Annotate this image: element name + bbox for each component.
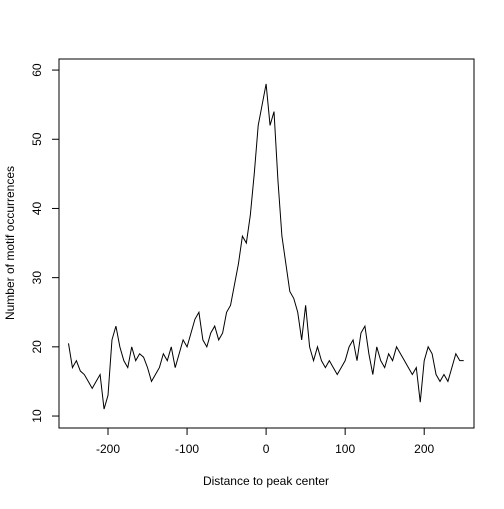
- x-tick-label: 0: [263, 442, 270, 456]
- x-tick-label: 100: [335, 442, 355, 456]
- y-tick-label: 10: [30, 409, 44, 423]
- y-tick-label: 50: [30, 132, 44, 146]
- y-tick-label: 60: [30, 63, 44, 77]
- x-tick-label: -100: [175, 442, 199, 456]
- x-tick-label: -200: [96, 442, 120, 456]
- y-tick-label: 30: [30, 271, 44, 285]
- data-line: [67, 83, 464, 410]
- x-tick-label: 200: [414, 442, 434, 456]
- y-tick-label: 20: [30, 340, 44, 354]
- y-tick-label: 40: [30, 201, 44, 215]
- y-axis-label: Number of motif occurrences: [3, 166, 17, 320]
- x-axis-label: Distance to peak center: [203, 474, 329, 488]
